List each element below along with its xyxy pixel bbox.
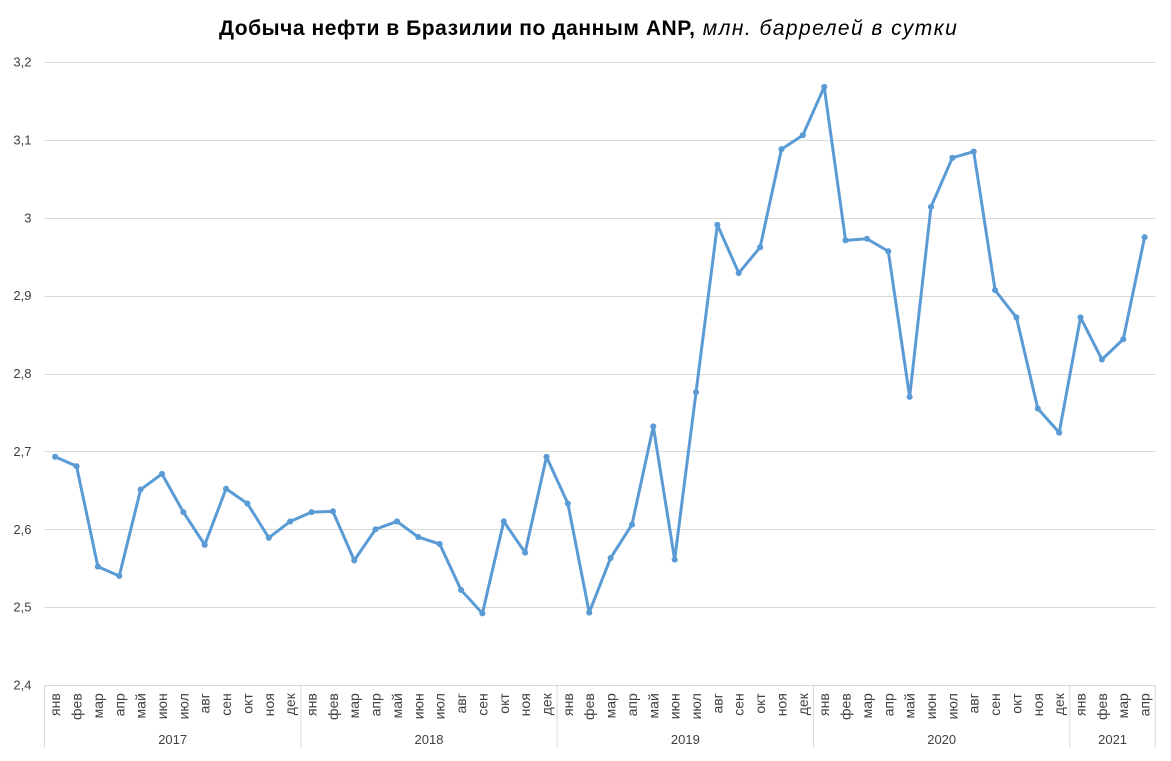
svg-text:апр: апр (1137, 693, 1153, 716)
svg-text:мар: мар (90, 693, 106, 718)
svg-text:мар: мар (859, 693, 875, 718)
svg-text:июл: июл (175, 693, 191, 719)
svg-text:фев: фев (69, 693, 85, 720)
svg-text:апр: апр (624, 693, 640, 716)
svg-text:май: май (645, 693, 661, 718)
svg-text:окт: окт (1008, 693, 1024, 714)
svg-text:дек: дек (795, 692, 811, 715)
svg-text:2019: 2019 (671, 732, 700, 747)
svg-text:июн: июн (154, 693, 170, 719)
svg-text:2,6: 2,6 (13, 522, 31, 537)
svg-text:янв: янв (560, 693, 576, 716)
svg-text:янв: янв (47, 693, 63, 716)
svg-text:окт: окт (752, 693, 768, 714)
svg-text:дек: дек (282, 692, 298, 715)
svg-text:2,4: 2,4 (13, 678, 31, 693)
svg-text:янв: янв (1073, 693, 1089, 716)
svg-text:май: май (902, 693, 918, 718)
svg-text:янв: янв (816, 693, 832, 716)
svg-text:янв: янв (304, 693, 320, 716)
svg-text:2018: 2018 (415, 732, 444, 747)
svg-text:фев: фев (325, 693, 341, 720)
svg-text:фев: фев (838, 693, 854, 720)
svg-text:июн: июн (410, 693, 426, 719)
svg-text:мар: мар (1115, 693, 1131, 718)
svg-text:апр: апр (111, 693, 127, 716)
svg-text:сен: сен (731, 693, 747, 716)
svg-text:2,9: 2,9 (13, 288, 31, 303)
svg-text:мар: мар (603, 693, 619, 718)
svg-text:2,8: 2,8 (13, 366, 31, 381)
svg-text:2017: 2017 (158, 732, 187, 747)
svg-text:ноя: ноя (773, 693, 789, 716)
svg-text:июл: июл (944, 693, 960, 719)
svg-text:май: май (133, 693, 149, 718)
svg-text:сен: сен (218, 693, 234, 716)
svg-text:апр: апр (368, 693, 384, 716)
svg-text:Добыча нефти в Бразилии по дан: Добыча нефти в Бразилии по данным ANP, м… (219, 17, 958, 40)
svg-text:2,5: 2,5 (13, 600, 31, 615)
svg-text:июн: июн (923, 693, 939, 719)
svg-text:окт: окт (239, 693, 255, 714)
svg-text:3: 3 (24, 210, 31, 225)
svg-text:3,1: 3,1 (13, 132, 31, 147)
svg-text:ноя: ноя (1030, 693, 1046, 716)
svg-text:авг: авг (966, 693, 982, 713)
svg-text:июл: июл (432, 693, 448, 719)
svg-text:сен: сен (474, 693, 490, 716)
svg-text:авг: авг (709, 693, 725, 713)
svg-text:апр: апр (880, 693, 896, 716)
svg-text:2021: 2021 (1098, 732, 1127, 747)
svg-text:окт: окт (496, 693, 512, 714)
svg-text:авг: авг (453, 693, 469, 713)
svg-text:фев: фев (581, 693, 597, 720)
svg-text:ноя: ноя (517, 693, 533, 716)
svg-text:2,7: 2,7 (13, 444, 31, 459)
svg-text:июл: июл (688, 693, 704, 719)
svg-text:авг: авг (197, 693, 213, 713)
svg-text:июн: июн (667, 693, 683, 719)
svg-text:ноя: ноя (261, 693, 277, 716)
svg-text:мар: мар (346, 693, 362, 718)
svg-text:фев: фев (1094, 693, 1110, 720)
svg-text:сен: сен (987, 693, 1003, 716)
svg-text:3,2: 3,2 (13, 55, 31, 70)
svg-text:май: май (389, 693, 405, 718)
svg-text:дек: дек (1051, 692, 1067, 715)
svg-text:дек: дек (539, 692, 555, 715)
svg-text:2020: 2020 (927, 732, 956, 747)
